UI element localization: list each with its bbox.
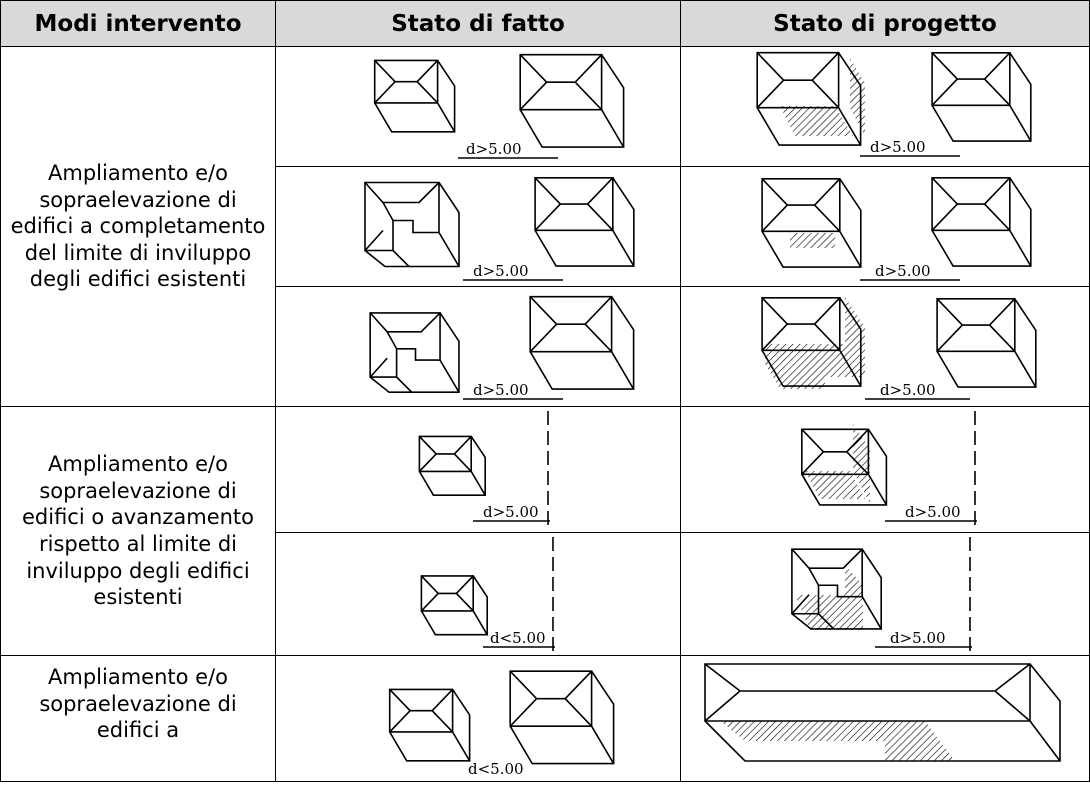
- group-label: Ampliamento e/o sopraelevazione di edifi…: [0, 406, 276, 656]
- sketch-shape: [765, 343, 865, 389]
- sketch: [704, 663, 1061, 762]
- sketch-shape: [509, 670, 615, 765]
- sketch-shape: [761, 177, 862, 268]
- drawing-cell: d>5.00: [680, 286, 1090, 407]
- sketch-shape: [845, 565, 863, 630]
- sketch-shape: [931, 176, 1032, 267]
- drawing-cell: d>5.00: [680, 46, 1090, 167]
- table-row: d>5.00 d>5.00: [1, 286, 1090, 407]
- header-cell: Stato di progetto: [680, 0, 1090, 47]
- distance-label: d>5.00: [466, 140, 522, 158]
- distance-label: d>5.00: [870, 138, 926, 156]
- table-row: Ampliamento e/o sopraelevazione di edifi…: [0, 46, 1090, 407]
- drawing-cell: d>5.00: [680, 406, 1090, 533]
- sketch: d>5.00: [800, 410, 977, 527]
- distance-label: d>5.00: [473, 262, 529, 280]
- distance-label: d>5.00: [875, 262, 931, 280]
- sketch-shape: [534, 176, 635, 267]
- sketch-shape: [805, 470, 865, 499]
- sketch-shape: [373, 59, 456, 133]
- drawing-cell: d<5.00: [275, 655, 681, 782]
- sketch-shape: [519, 53, 625, 148]
- sketch-shape: [780, 105, 853, 136]
- sketch-shape: [420, 575, 488, 636]
- drawing-cell: d>5.00: [275, 286, 681, 407]
- sketch-shape: [720, 721, 955, 761]
- sketch: d>5.00: [364, 176, 635, 281]
- sketch-shape: [931, 51, 1032, 142]
- drawing-cell: d<5.00: [275, 532, 681, 656]
- distance-label: d<5.00: [490, 629, 546, 647]
- table-row: d>5.00 d>5.00: [1, 166, 1090, 287]
- table-row: Ampliamento e/o sopraelevazione di edifi…: [0, 655, 1090, 782]
- sketch-shape: [790, 232, 835, 248]
- drawing-cell: d>5.00: [275, 46, 681, 167]
- header-cell: Modi intervento: [0, 0, 276, 47]
- distance-label: d>5.00: [880, 381, 936, 399]
- sketch-shape: [369, 311, 460, 393]
- sketch-shape: [388, 688, 471, 762]
- sketch-shape: [364, 181, 460, 267]
- sketch-shape: [704, 663, 1061, 762]
- distance-label: d>5.00: [890, 629, 946, 647]
- distance-label: d>5.00: [473, 381, 529, 399]
- sketch-shape: [936, 297, 1037, 388]
- sketch: d>5.00: [761, 176, 1032, 281]
- sketch: d>5.00: [756, 51, 1032, 157]
- header-row: Modi intervento Stato di fatto Stato di …: [0, 0, 1090, 47]
- group-label: Ampliamento e/o sopraelevazione di edifi…: [0, 655, 276, 782]
- sketch: d>5.00: [418, 410, 550, 527]
- header-cell: Stato di fatto: [275, 0, 681, 47]
- sketch: d<5.00: [388, 670, 615, 778]
- sketch: d>5.00: [369, 295, 635, 400]
- sketch: d>5.00: [791, 537, 972, 651]
- sketch-shape: [853, 423, 870, 504]
- drawing-cell: d>5.00: [275, 166, 681, 287]
- sketch: d>5.00: [761, 296, 1037, 400]
- drawing-cell: d>5.00: [275, 406, 681, 533]
- drawing-cell: d>5.00: [680, 166, 1090, 287]
- sketch-shape: [529, 295, 635, 390]
- drawing-cell: [680, 655, 1090, 782]
- sketch: d>5.00: [373, 53, 625, 159]
- sketch-shape: [850, 57, 865, 136]
- distance-label: d<5.00: [468, 760, 524, 778]
- drawing-cell: d>5.00: [680, 532, 1090, 656]
- distance-label: d>5.00: [483, 503, 539, 521]
- sketch: d<5.00: [420, 537, 555, 651]
- group-label: Ampliamento e/o sopraelevazione di edifi…: [0, 46, 276, 407]
- table-row: Ampliamento e/o sopraelevazione di edifi…: [0, 406, 1090, 656]
- sketch-shape: [795, 595, 863, 630]
- sketch-shape: [418, 435, 486, 496]
- distance-label: d>5.00: [905, 503, 961, 521]
